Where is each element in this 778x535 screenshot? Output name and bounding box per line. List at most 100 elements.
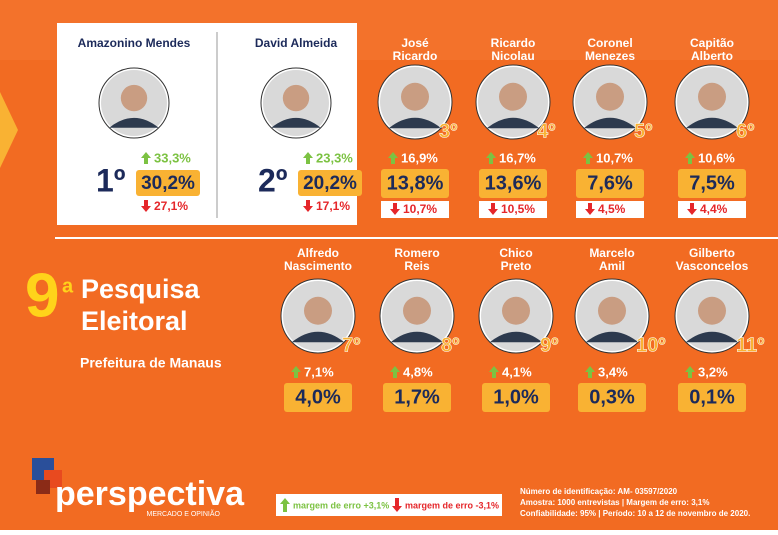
rank: 10º (636, 334, 666, 356)
value: 30,2% (141, 173, 195, 194)
photo-body (390, 331, 444, 343)
value-box (381, 169, 449, 198)
photo-head (596, 82, 624, 111)
upper-bound: 3,2% (698, 364, 728, 379)
upper-bound: 7,1% (304, 364, 334, 379)
up-arrow (291, 366, 301, 378)
photo-head (282, 84, 310, 112)
photo-head (502, 296, 530, 325)
lower-bound: 10,7% (403, 202, 437, 216)
photo-body (109, 117, 159, 128)
photo-body (486, 117, 540, 129)
legend-box (276, 494, 502, 516)
value: 4,0% (295, 386, 341, 408)
logo-tagline: MERCADO E OPINIÃO (146, 509, 220, 518)
value-box (136, 170, 200, 196)
up-arrow (585, 366, 595, 378)
photo-head (698, 296, 726, 325)
upper-bound: 16,7% (499, 150, 536, 165)
photo-body (388, 117, 442, 129)
up-arrow (489, 366, 499, 378)
value-box (383, 383, 451, 412)
logo-icon (32, 458, 62, 494)
value-box (576, 169, 644, 198)
down-arrow (390, 203, 400, 215)
candidate-name: Chico (499, 246, 532, 260)
footer-line: Número de identificação: AM- 03597/2020 (520, 487, 678, 496)
value-box (479, 169, 547, 198)
lower-box (678, 201, 746, 218)
up-arrow (141, 152, 151, 164)
candidate-name: Gilberto (689, 246, 735, 260)
up-arrow (390, 366, 400, 378)
candidate-name: Capitão (690, 36, 734, 50)
down-arrow (303, 200, 313, 212)
photo-body (585, 331, 639, 343)
lower-box (576, 201, 644, 218)
rank: 4º (537, 120, 555, 142)
candidate-name: Amil (599, 259, 625, 273)
down-arrow (585, 203, 595, 215)
rank: 8º (441, 334, 459, 356)
value: 1,0% (493, 386, 539, 408)
logo-name: perspectiva (55, 475, 245, 513)
lower-bound: 27,1% (154, 199, 188, 213)
up-arrow (303, 152, 313, 164)
value: 20,2% (303, 173, 357, 194)
rank: 7º (342, 334, 360, 356)
rank: 3º (439, 120, 457, 142)
up-arrow (685, 152, 695, 164)
candidate-name: Ricardo (393, 49, 438, 63)
lower-bound: 10,5% (501, 202, 535, 216)
upper-bound: 3,4% (598, 364, 628, 379)
value: 0,1% (689, 386, 735, 408)
lower-box (479, 201, 547, 218)
photo-head (304, 296, 332, 325)
value: 1,7% (394, 386, 440, 408)
header-line2: Eleitoral (81, 306, 188, 336)
lower-bound: 4,5% (598, 202, 626, 216)
upper-bound: 4,1% (502, 364, 532, 379)
down-arrow (141, 200, 151, 212)
rank: 5º (634, 120, 652, 142)
header-subtitle: Prefeitura de Manaus (80, 355, 222, 371)
up-arrow (388, 152, 398, 164)
candidate-name: Nascimento (284, 259, 352, 273)
header-number: 9 (25, 261, 59, 330)
legend-up-arrow (280, 498, 290, 512)
value-box (284, 383, 352, 412)
value-box (578, 383, 646, 412)
photo-head (401, 82, 429, 111)
candidate-name: Alfredo (297, 246, 339, 260)
footer-line: Amostra: 1000 entrevistas | Margem de er… (520, 498, 709, 507)
candidate-name: Amazonino Mendes (78, 36, 191, 50)
header-sup: a (62, 275, 74, 297)
up-arrow (685, 366, 695, 378)
rank: 6º (736, 120, 754, 142)
upper-bound: 10,6% (698, 150, 735, 165)
up-arrow (486, 152, 496, 164)
legend-up: margem de erro +3,1% (293, 500, 389, 510)
value-box (678, 169, 746, 198)
photo-head (403, 296, 431, 325)
rank: 11º (736, 334, 764, 356)
photo-body (685, 117, 739, 129)
photo-body (583, 117, 637, 129)
photo-body (489, 331, 543, 343)
candidate-name: David Almeida (255, 36, 338, 50)
candidate-name: Reis (404, 259, 430, 273)
candidate-name: Marcelo (589, 246, 634, 260)
candidate-name: Vasconcelos (676, 259, 749, 273)
value: 13,6% (485, 172, 542, 194)
side-arrow (0, 92, 18, 168)
legend-down: margem de erro -3,1% (405, 500, 499, 510)
photo-head (698, 82, 726, 111)
rank: 9º (540, 334, 558, 356)
value: 7,6% (587, 172, 633, 194)
candidate-name: Ricardo (491, 36, 536, 50)
upper-bound: 16,9% (401, 150, 438, 165)
upper-bound: 10,7% (596, 150, 633, 165)
photo-head (120, 84, 148, 112)
value-box (482, 383, 550, 412)
photo-body (271, 117, 321, 128)
